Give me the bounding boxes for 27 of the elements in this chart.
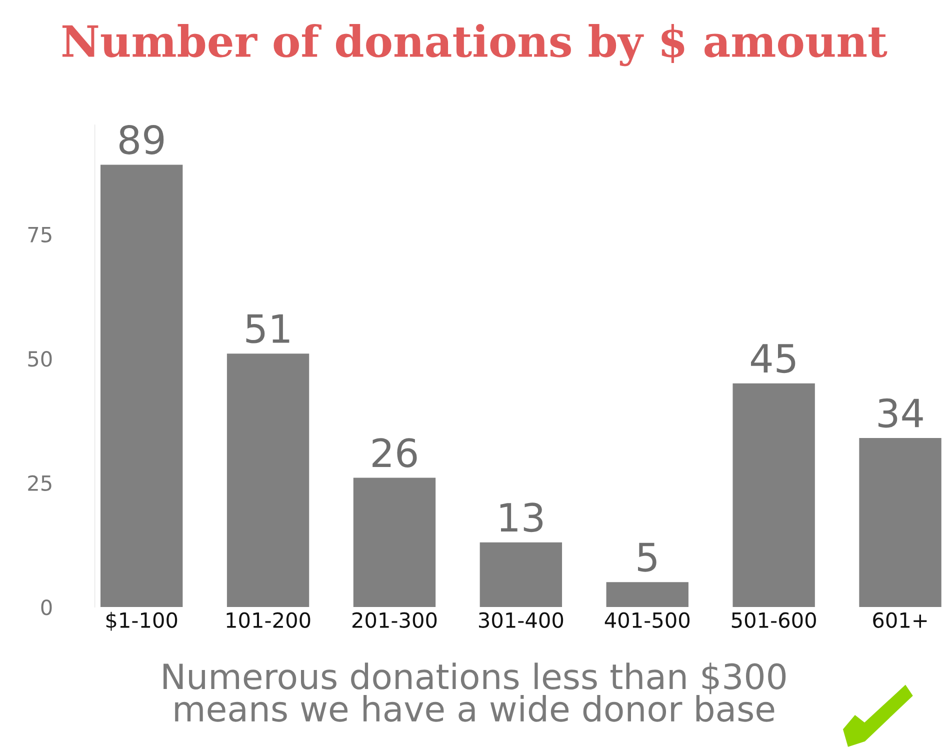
y-tick-label: 0 <box>41 599 52 616</box>
x-tick-label: 401-500 <box>604 612 690 628</box>
x-tick-label: 501-600 <box>732 612 816 628</box>
data-label: 89 <box>119 125 164 154</box>
bar <box>100 164 183 607</box>
bar <box>353 478 436 607</box>
x-tick-label: $1-100 <box>106 612 178 631</box>
y-tick-label: 50 <box>28 351 52 367</box>
text: Numerous donations less than $300 means we have a wide donor base <box>164 662 786 722</box>
data-label: 34 <box>878 398 923 428</box>
x-tick-label: 101-200 <box>226 612 310 628</box>
x-tick-label: 301-400 <box>478 612 564 628</box>
bar <box>732 383 815 607</box>
y-tick-label: 75 <box>28 227 52 243</box>
y-tick-label: 25 <box>28 475 52 491</box>
data-label: 13 <box>500 502 543 532</box>
bar <box>480 542 562 607</box>
chart-title: Number of donations by $ amount <box>62 24 888 66</box>
data-label: 26 <box>372 438 417 468</box>
bar <box>606 582 688 607</box>
x-tick-label: 201-300 <box>352 612 437 628</box>
data-label: 45 <box>750 344 796 374</box>
x-tick-label: 601+ <box>873 612 927 628</box>
bar <box>226 354 310 607</box>
bar <box>859 438 942 607</box>
data-label: 5 <box>638 542 656 572</box>
data-label: 51 <box>246 314 290 344</box>
